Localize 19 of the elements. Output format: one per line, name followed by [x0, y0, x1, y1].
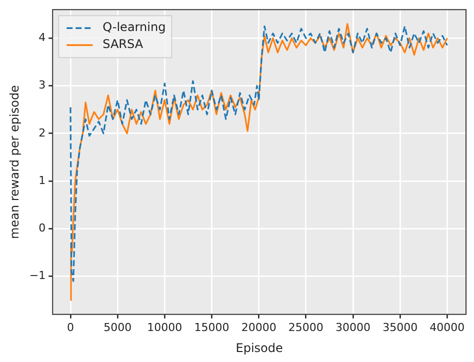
y-axis-title: mean reward per episode [7, 85, 22, 239]
x-tick-label: 10000 [147, 320, 182, 334]
x-tick-label: 0 [67, 320, 74, 334]
y-tick-label: 0 [38, 222, 46, 235]
y-tick-label: −1 [29, 269, 46, 282]
y-tick-label: 3 [38, 78, 46, 92]
x-tick-label: 30000 [336, 320, 370, 334]
x-axis-title: Episode [236, 340, 283, 355]
x-tick-label: 35000 [382, 320, 418, 334]
x-tick-label: 20000 [241, 320, 276, 334]
x-tick-label: 15000 [194, 320, 230, 334]
x-tick-label: 25000 [288, 320, 324, 334]
legend-label: SARSA [102, 37, 144, 52]
x-tick-label: 5000 [104, 320, 132, 334]
x-tick-label: 40000 [430, 320, 465, 334]
legend-label: Q-learning [102, 20, 166, 34]
y-tick-label: 4 [38, 31, 46, 44]
y-tick-label: 1 [38, 174, 46, 187]
y-tick-label: 2 [38, 126, 46, 140]
